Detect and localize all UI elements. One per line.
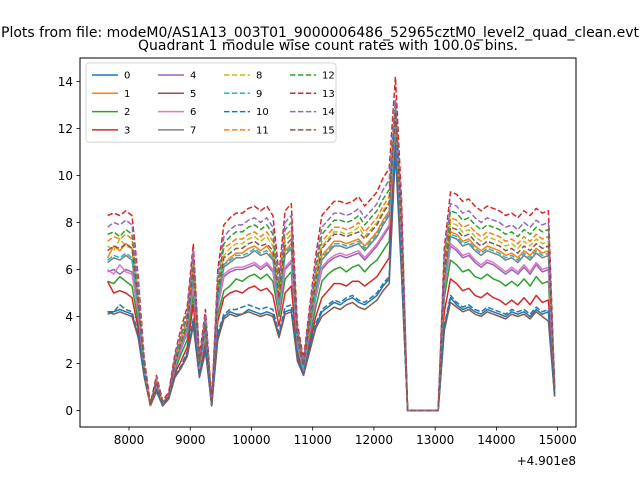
x-tick-label: 11000 <box>294 433 332 447</box>
x-offset-label: +4.901e8 <box>517 454 576 468</box>
series-line-14 <box>107 99 556 412</box>
series-line-13 <box>107 76 556 412</box>
y-tick-label: 12 <box>58 122 73 136</box>
legend-label-9: 9 <box>256 89 262 100</box>
legend-label-12: 12 <box>322 71 335 82</box>
series-line-10 <box>107 146 556 412</box>
x-tick-label: 10000 <box>232 433 270 447</box>
x-tick-label: 14000 <box>477 433 515 447</box>
x-tick-label: 9000 <box>175 433 206 447</box>
legend-label-8: 8 <box>256 71 262 82</box>
x-tick-label: 12000 <box>355 433 393 447</box>
legend-label-15: 15 <box>322 125 335 136</box>
series-line-9 <box>107 123 556 412</box>
legend-label-6: 6 <box>190 107 196 118</box>
x-tick-label: 13000 <box>416 433 454 447</box>
series-line-3 <box>106 139 556 412</box>
legend-label-2: 2 <box>124 107 130 118</box>
figure-suptitle: Plots from file: modeM0/AS1A13_003T01_90… <box>1 25 639 41</box>
legend-label-3: 3 <box>124 125 130 136</box>
series-line-15 <box>107 111 556 412</box>
y-tick-label: 0 <box>65 404 73 418</box>
y-tick-label: 14 <box>58 75 73 89</box>
legend-label-10: 10 <box>256 107 269 118</box>
plot-frame <box>79 57 577 428</box>
chart-title: Quadrant 1 module wise count rates with … <box>138 38 518 54</box>
y-tick-label: 2 <box>65 357 73 371</box>
legend-label-4: 4 <box>190 71 196 82</box>
legend-label-11: 11 <box>256 125 269 136</box>
series-line-7 <box>107 113 556 412</box>
legend-label-0: 0 <box>124 71 130 82</box>
series-line-5 <box>107 151 556 412</box>
legend-label-14: 14 <box>322 107 335 118</box>
series-line-4 <box>107 118 556 412</box>
series-line-11 <box>107 108 556 412</box>
y-tick-label: 10 <box>58 169 73 183</box>
axis-layer: 8000 9000 10000 11000 12000 13000 14000 15000 0 2… <box>58 75 577 447</box>
legend-label-7: 7 <box>190 125 196 136</box>
x-tick-label: 15000 <box>539 433 577 447</box>
y-tick-label: 4 <box>65 310 73 324</box>
y-tick-label: 8 <box>65 216 73 230</box>
y-tick-label: 6 <box>65 263 73 277</box>
series-line-6 <box>107 116 556 412</box>
legend-label-1: 1 <box>124 89 130 100</box>
series-line-12 <box>107 101 556 412</box>
legend-frame <box>85 62 337 143</box>
series-layer <box>106 76 556 412</box>
x-tick-label: 8000 <box>114 433 145 447</box>
legend-label-13: 13 <box>322 89 335 100</box>
series-line-2 <box>107 132 556 412</box>
legend-label-5: 5 <box>190 89 196 100</box>
